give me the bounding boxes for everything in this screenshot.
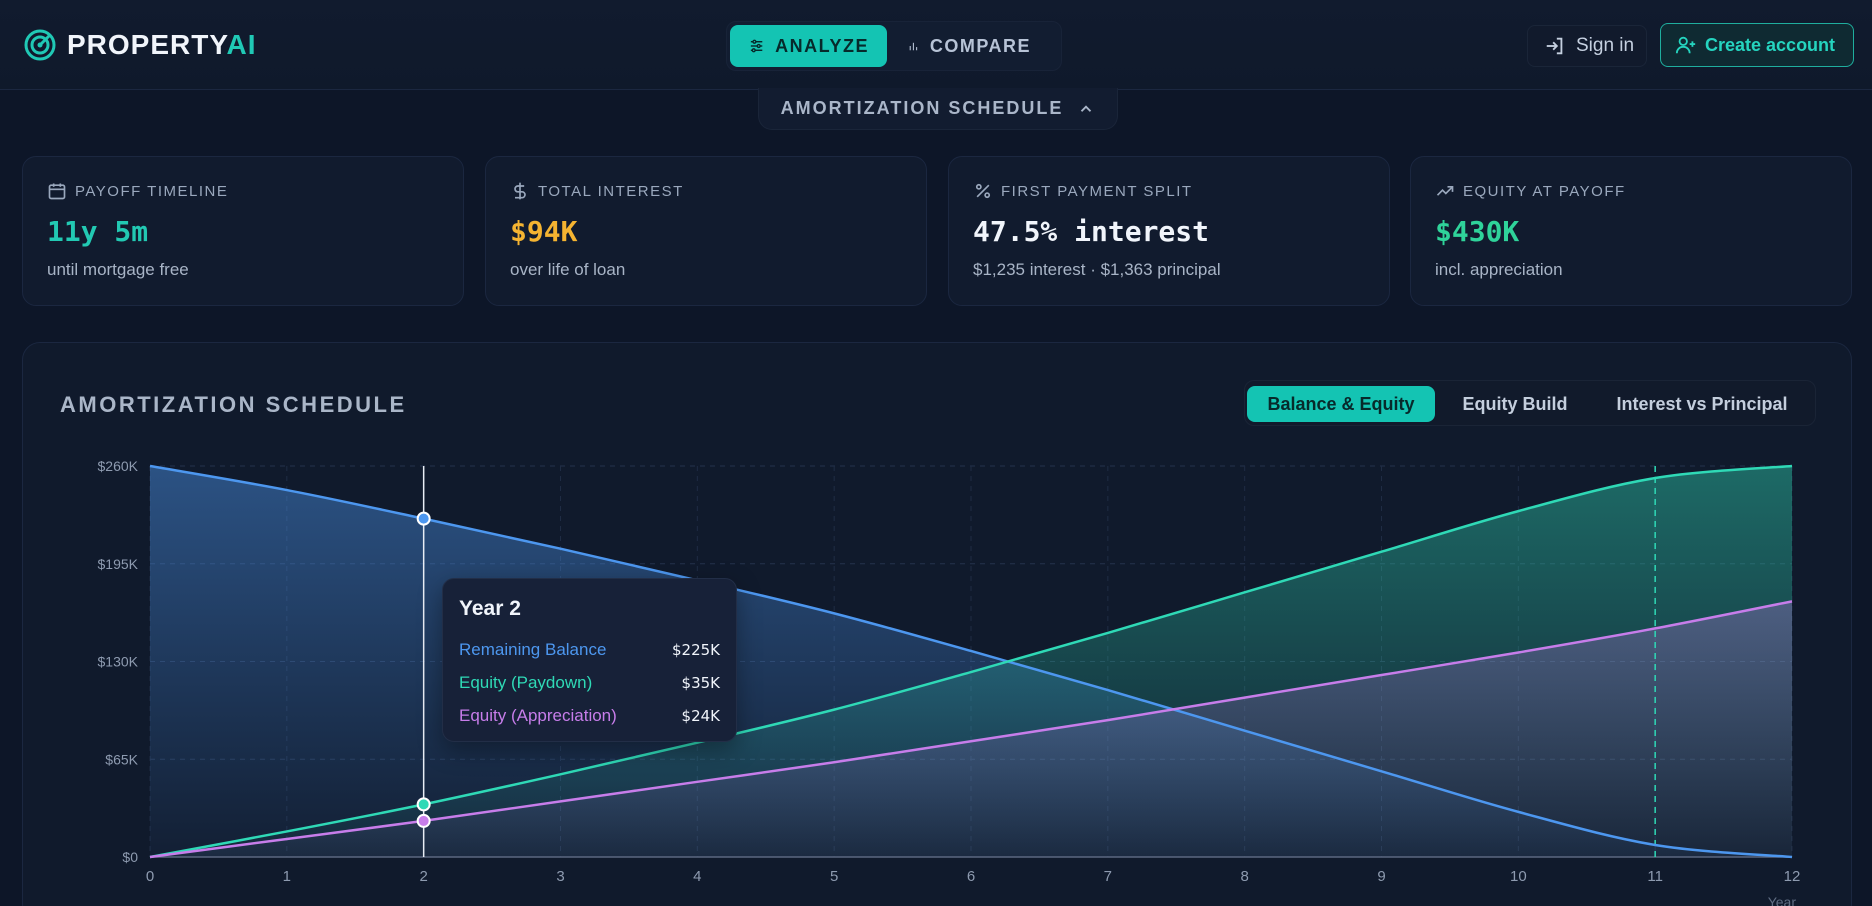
- chart-tooltip: Year 2 Remaining Balance $225K Equity (P…: [442, 578, 737, 742]
- tooltip-label: Equity (Paydown): [459, 672, 593, 692]
- card-subtext: over life of loan: [510, 260, 626, 279]
- series-area: [150, 466, 1792, 857]
- percent-icon: [975, 183, 991, 199]
- y-tick-label: $65K: [105, 751, 138, 767]
- brand-name: PROPERTYAI: [67, 29, 257, 60]
- login-icon: [1546, 37, 1563, 55]
- card-equity-at-payoff: EQUITY AT PAYOFF $430K incl. appreciatio…: [1410, 156, 1852, 306]
- x-tick-label: 12: [1784, 868, 1801, 885]
- nav-analyze-label: ANALYZE: [775, 35, 869, 56]
- nav-analyze-button[interactable]: ANALYZE: [730, 25, 887, 67]
- tab-interest-vs-principal[interactable]: Interest vs Principal: [1616, 393, 1788, 414]
- card-label: FIRST PAYMENT SPLIT: [1001, 182, 1193, 200]
- tooltip-label: Remaining Balance: [459, 639, 607, 659]
- card-value: 47.5% interest: [973, 215, 1210, 248]
- calendar-icon: [48, 183, 66, 200]
- x-tick-label: 4: [693, 868, 701, 885]
- x-tick-label: 3: [556, 868, 564, 885]
- x-tick-label: 9: [1377, 868, 1385, 885]
- y-tick-label: $195K: [98, 556, 139, 572]
- tooltip-value: $225K: [671, 640, 720, 659]
- tooltip-label: Equity (Appreciation): [459, 705, 617, 725]
- sliders-icon: [750, 39, 763, 53]
- tooltip-row: Equity (Appreciation) $24K: [459, 699, 720, 732]
- y-tick-label: $0: [122, 849, 138, 865]
- card-payoff-timeline: PAYOFF TIMELINE 11y 5m until mortgage fr…: [22, 156, 464, 306]
- card-label: TOTAL INTEREST: [538, 182, 684, 200]
- bar-chart-icon: [909, 42, 918, 51]
- x-axis-label: Year: [1768, 894, 1797, 906]
- y-tick-label: $260K: [98, 458, 139, 474]
- series-area: [150, 601, 1792, 857]
- card-value: $430K: [1435, 215, 1520, 248]
- create-account-label: Create account: [1705, 34, 1836, 55]
- x-tick-label: 8: [1240, 868, 1248, 885]
- tooltip-row: Remaining Balance $225K: [459, 633, 720, 666]
- chart-tabs: Balance & Equity Equity Build Interest v…: [1244, 380, 1816, 426]
- x-tick-label: 11: [1647, 868, 1663, 885]
- nav-compare-label: COMPARE: [929, 35, 1031, 56]
- x-tick-label: 5: [830, 868, 838, 885]
- x-tick-label: 7: [1104, 868, 1112, 885]
- create-account-button[interactable]: Create account: [1660, 23, 1854, 67]
- card-subtext: until mortgage free: [47, 260, 189, 279]
- x-tick-label: 2: [419, 868, 427, 885]
- x-tick-label: 10: [1510, 868, 1527, 885]
- card-subtext: incl. appreciation: [1435, 260, 1563, 279]
- card-value: 11y 5m: [47, 215, 149, 248]
- tooltip-value: $24K: [681, 706, 720, 725]
- card-label: PAYOFF TIMELINE: [75, 182, 229, 200]
- chart-title: AMORTIZATION SCHEDULE: [60, 392, 407, 417]
- amortization-toggle-button[interactable]: AMORTIZATION SCHEDULE: [758, 88, 1118, 130]
- amortization-toggle-label: AMORTIZATION SCHEDULE: [780, 98, 1064, 118]
- x-tick-label: 1: [283, 868, 291, 885]
- card-label: EQUITY AT PAYOFF: [1463, 182, 1626, 200]
- trending-up-icon: [1436, 186, 1454, 196]
- card-first-payment-split: FIRST PAYMENT SPLIT 47.5% interest $1,23…: [948, 156, 1390, 306]
- tab-balance-equity[interactable]: Balance & Equity: [1247, 386, 1435, 422]
- user-plus-icon: [1675, 36, 1696, 54]
- target-logo-icon: [24, 29, 56, 61]
- sign-in-button[interactable]: Sign in: [1527, 25, 1647, 67]
- dollar-icon: [514, 182, 526, 200]
- tooltip-value: $35K: [681, 673, 720, 692]
- hover-point: [416, 797, 431, 812]
- chevron-up-icon: [1081, 104, 1092, 112]
- y-tick-label: $130K: [98, 654, 139, 670]
- brand-logo[interactable]: PROPERTYAI: [23, 27, 256, 63]
- tooltip-title: Year 2: [459, 597, 521, 620]
- card-total-interest: TOTAL INTEREST $94K over life of loan: [485, 156, 927, 306]
- hover-point: [416, 813, 431, 828]
- card-value: $94K: [510, 215, 578, 248]
- x-tick-label: 0: [146, 868, 154, 885]
- main-nav: ANALYZE COMPARE: [726, 21, 1062, 71]
- tooltip-row: Equity (Paydown) $35K: [459, 666, 720, 699]
- sign-in-label: Sign in: [1576, 35, 1635, 56]
- tab-equity-build[interactable]: Equity Build: [1462, 393, 1568, 414]
- x-tick-label: 6: [967, 868, 975, 885]
- card-subtext: $1,235 interest · $1,363 principal: [973, 260, 1221, 279]
- nav-compare-button[interactable]: COMPARE: [889, 25, 1049, 67]
- hover-point: [416, 511, 431, 526]
